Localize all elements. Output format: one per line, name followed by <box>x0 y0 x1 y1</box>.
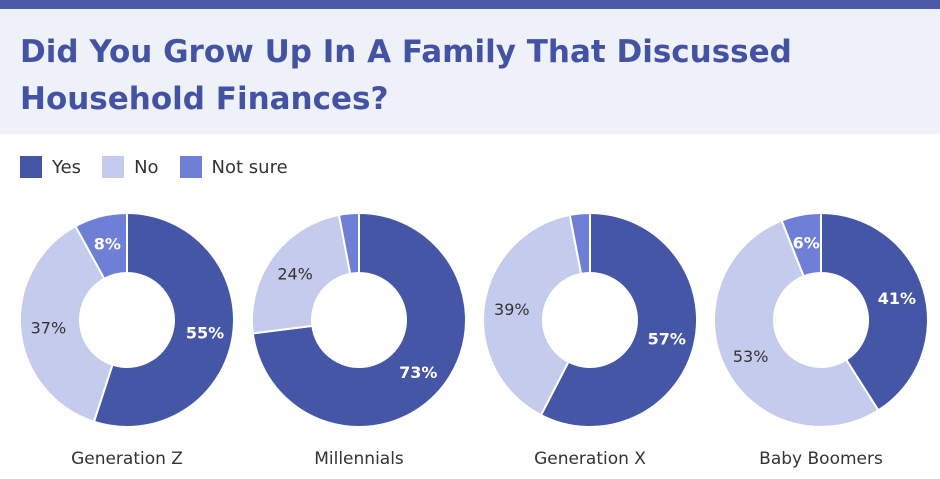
slice-no <box>19 224 114 424</box>
legend-item-yes: Yes <box>20 156 81 178</box>
donut-millennials: 73% 24% Millennials <box>251 211 467 469</box>
legend-item-no: No <box>102 156 159 178</box>
slice-label-not-sure: 6% <box>793 233 820 252</box>
slice-not-sure <box>337 211 360 276</box>
slice-label-not-sure: 8% <box>94 234 121 253</box>
slice-yes <box>251 211 467 428</box>
slice-no <box>482 213 583 417</box>
donut-generation-x: 57% 39% Generation X <box>482 211 698 469</box>
slice-yes <box>539 211 698 428</box>
slice-no <box>251 213 352 335</box>
legend-swatch-not-sure <box>179 156 202 178</box>
donut-charts: 55% 37% 8% Generation Z 73% 24% Millennials 57%… <box>19 211 929 469</box>
slice-label-no: 39% <box>494 300 530 319</box>
donut-baby-boomers: 41% 53% 6% Baby Boomers <box>713 211 929 469</box>
slice-not-sure <box>568 211 591 276</box>
group-label: Baby Boomers <box>759 449 883 469</box>
chart-title: Did You Grow Up In A Family That Discuss… <box>20 34 792 117</box>
group-label: Millennials <box>314 449 404 469</box>
slice-label-no: 37% <box>31 318 67 337</box>
slice-not-sure <box>780 211 822 278</box>
header-band: Did You Grow Up In A Family That Discuss… <box>0 9 940 134</box>
slice-yes <box>92 211 235 428</box>
donut-generation-z: 55% 37% 8% Generation Z <box>19 211 235 469</box>
slice-label-no: 53% <box>733 347 769 366</box>
legend-label-no: No <box>134 156 159 178</box>
slice-not-sure <box>74 211 128 281</box>
slice-label-yes: 55% <box>186 323 224 342</box>
legend-label-yes: Yes <box>52 156 82 178</box>
slice-label-yes: 57% <box>648 330 686 349</box>
slice-no <box>713 219 880 428</box>
legend-swatch-no <box>102 156 125 178</box>
slice-label-yes: 41% <box>878 289 916 308</box>
group-label: Generation X <box>534 449 646 469</box>
group-label: Generation Z <box>71 449 183 469</box>
legend-swatch-yes <box>20 156 42 178</box>
legend: Yes No Not sure <box>20 156 309 178</box>
slice-label-no: 24% <box>277 265 313 284</box>
legend-item-not-sure: Not sure <box>179 156 288 178</box>
slice-label-yes: 73% <box>399 363 437 382</box>
top-accent-bar <box>0 0 940 9</box>
legend-label-not-sure: Not sure <box>211 156 288 178</box>
